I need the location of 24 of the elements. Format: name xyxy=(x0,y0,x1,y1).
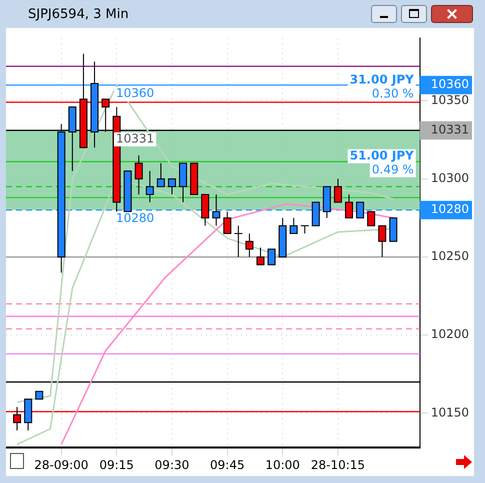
x-tick-label: 09:15 xyxy=(99,458,134,472)
ref-line-label: 10360 xyxy=(116,86,154,100)
y-tick-label: 10300 xyxy=(430,170,470,185)
ref-line-label: 10280 xyxy=(116,211,154,226)
candlestick xyxy=(234,225,243,258)
x-tick-label: 09:45 xyxy=(210,458,245,472)
y-tick-label: 10280 xyxy=(430,202,470,216)
y-tick-label: 10250 xyxy=(430,249,470,264)
y-tick-label: 10150 xyxy=(430,405,470,420)
ref-line-label: 10331 xyxy=(116,132,154,146)
annotation: 0.49 % xyxy=(372,162,414,176)
annotation: 31.00 JPY xyxy=(350,72,414,86)
annotation: 51.00 JPY xyxy=(350,148,414,162)
x-tick-label: 28-10:15 xyxy=(310,458,366,472)
y-tick-label: 10360 xyxy=(430,77,470,92)
annotation: 0.30 % xyxy=(372,86,414,100)
y-tick-label: 10350 xyxy=(430,92,470,107)
y-tick-label: 10200 xyxy=(430,327,470,342)
chart-title: SJPJ6594, 3 Min xyxy=(28,7,129,22)
x-tick-label: 10:00 xyxy=(265,458,300,472)
x-tick-label: 28-09:00 xyxy=(34,458,88,472)
candlestick xyxy=(300,225,310,234)
y-tick-label: 10331 xyxy=(430,122,470,137)
x-tick-label: 09:30 xyxy=(154,458,190,472)
